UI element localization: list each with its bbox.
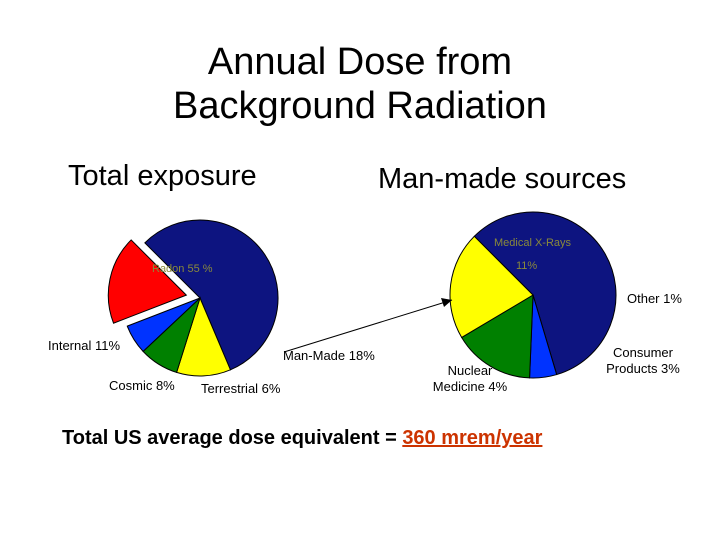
pie-slice-manmade (107, 239, 188, 324)
label-cosmic: Cosmic 8% (109, 378, 175, 393)
connector-arrowhead (441, 298, 452, 307)
pie-slice-radon (144, 219, 279, 371)
label-manmade: Man-Made 18% (283, 348, 375, 363)
label-radon: Radon 55 % (152, 263, 213, 275)
label-internal: Internal 11% (48, 338, 121, 353)
label-terrestrial: Terrestrial 6% (201, 381, 281, 396)
footer-value: 360 mrem/year (402, 427, 543, 449)
label-medical-xrays: Medical X-Rays (494, 237, 572, 249)
label-consumer-products: Consumer Products 3% (606, 345, 680, 376)
left-heading: Total exposure (68, 160, 257, 192)
pie-slice-xrays (473, 211, 617, 376)
connector-line (283, 299, 453, 353)
pie-slice-nuclear (449, 235, 534, 339)
footer-summary: Total US average dose equivalent = 360 m… (62, 427, 542, 450)
pie-slice-terrestrial (126, 297, 201, 353)
label-medical-xrays-pct: 11% (516, 260, 538, 272)
pie-slice-consumer (461, 294, 534, 379)
label-nuclear-medicine: Nuclear Medicine 4% (432, 363, 508, 394)
title-line-1: Annual Dose from (207, 41, 513, 83)
right-heading: Man-made sources (378, 163, 627, 195)
label-other: Other 1% (627, 291, 682, 306)
title-line-2: Background Radiation (173, 85, 547, 127)
man-made-pie (449, 211, 617, 379)
footer-prefix: Total US average dose equivalent = (62, 427, 403, 449)
total-exposure-pie (107, 219, 279, 377)
